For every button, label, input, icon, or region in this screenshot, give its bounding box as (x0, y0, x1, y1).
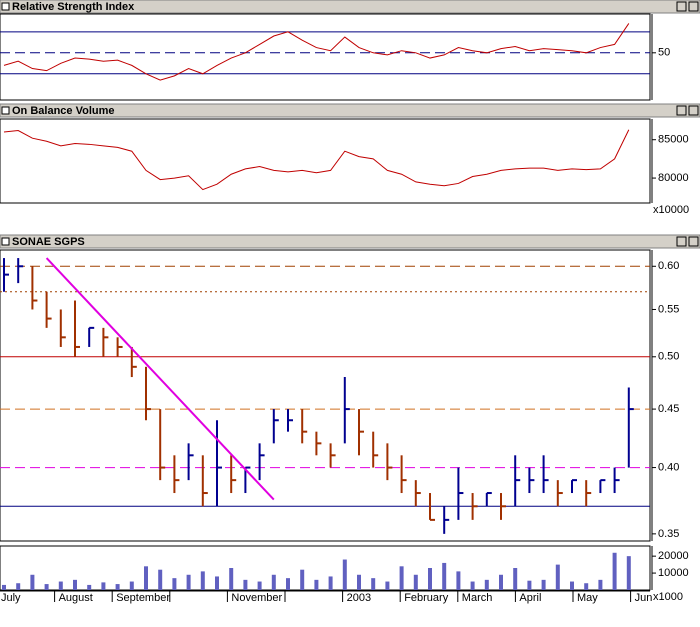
volume-bar (172, 578, 177, 590)
volume-bar (73, 579, 77, 590)
panel-title-bar (0, 234, 700, 249)
volume-bar (314, 579, 319, 590)
plot-frame (0, 13, 651, 101)
volume-bar (413, 574, 418, 590)
y-tick-label: 0.40 (658, 461, 679, 473)
y-tick-label: 20000 (658, 550, 689, 562)
volume-bar (584, 583, 589, 590)
plot-frame (0, 545, 651, 591)
volume-bar (357, 574, 361, 590)
minimize-button[interactable] (676, 236, 687, 247)
panel-title-bar (0, 0, 700, 14)
volume-bar (399, 566, 404, 590)
volume-bar (16, 583, 21, 590)
y-tick-label: 0.60 (658, 260, 679, 272)
panel-title: On Balance Volume (12, 105, 115, 117)
close-button[interactable] (688, 1, 699, 12)
x-tick-label: September (116, 592, 170, 604)
volume-bar (229, 568, 234, 590)
y-tick-label: 80000 (658, 172, 689, 184)
volume-bar (186, 574, 191, 590)
volume-bar (257, 581, 262, 590)
x-tick-label: August (59, 592, 93, 604)
volume-bar (286, 578, 290, 590)
panel-icon (1, 237, 10, 246)
volume-bar (371, 578, 376, 590)
close-button[interactable] (688, 236, 699, 247)
panel-title-bar (0, 103, 700, 118)
volume-bar (158, 569, 163, 590)
volume-bar (115, 584, 120, 590)
volume-bar (30, 574, 35, 590)
scale-label: x10000 (653, 204, 689, 216)
x-tick-label: November (231, 592, 282, 604)
volume-bar (101, 582, 106, 590)
volume-bar (484, 579, 489, 590)
x-tick-label: July (1, 592, 21, 604)
panel-icon (1, 106, 10, 115)
volume-bar (570, 581, 574, 590)
volume-bar (215, 576, 219, 590)
x-tick-label: February (404, 592, 449, 604)
volume-bar (499, 574, 503, 590)
volume-bar (243, 579, 248, 590)
x-tick-label: Jun (635, 592, 653, 604)
volume-bar (456, 571, 461, 590)
x-tick-label: 2003 (347, 592, 371, 604)
volume-bar (200, 571, 205, 590)
y-tick-label: 10000 (658, 567, 689, 579)
volume-bar (626, 556, 631, 590)
x-tick-label: March (462, 592, 493, 604)
x-tick-label: April (519, 592, 541, 604)
volume-bar (342, 559, 347, 590)
volume-bar (271, 574, 276, 590)
volume-bar (513, 568, 518, 590)
scale-label: x1000 (653, 591, 683, 603)
volume-bar (555, 564, 560, 590)
minimize-button[interactable] (676, 105, 687, 116)
volume-bar (527, 580, 532, 590)
volume-bar (44, 584, 49, 590)
volume-bar (58, 581, 63, 590)
plot-frame (0, 249, 651, 542)
y-tick-label: 0.50 (658, 351, 679, 363)
volume-bar (2, 584, 6, 590)
y-tick-label: 50 (658, 47, 670, 59)
panel-title: Relative Strength Index (12, 1, 135, 13)
volume-bar (612, 552, 617, 590)
volume-bar (428, 568, 432, 590)
volume-bar (87, 584, 92, 590)
minimize-button[interactable] (676, 1, 687, 12)
panel-title: SONAE SGPS (12, 236, 85, 248)
volume-bar (598, 579, 603, 590)
y-tick-label: 0.45 (658, 403, 679, 415)
volume-bar (385, 581, 390, 590)
line-series (3, 129, 630, 191)
volume-bar (442, 562, 447, 590)
volume-bar (144, 566, 148, 590)
volume-bar (541, 579, 546, 590)
trend-line (45, 257, 275, 501)
line-series (3, 23, 630, 81)
volume-bar (470, 581, 475, 590)
plot-frame (0, 118, 651, 204)
y-tick-label: 0.55 (658, 303, 679, 315)
y-tick-label: 85000 (658, 134, 689, 146)
volume-bar (300, 569, 305, 590)
x-tick-label: May (577, 592, 598, 604)
close-button[interactable] (688, 105, 699, 116)
volume-bar (328, 576, 333, 590)
volume-bar (129, 581, 134, 590)
panel-icon (1, 2, 10, 11)
y-tick-label: 0.35 (658, 528, 679, 540)
